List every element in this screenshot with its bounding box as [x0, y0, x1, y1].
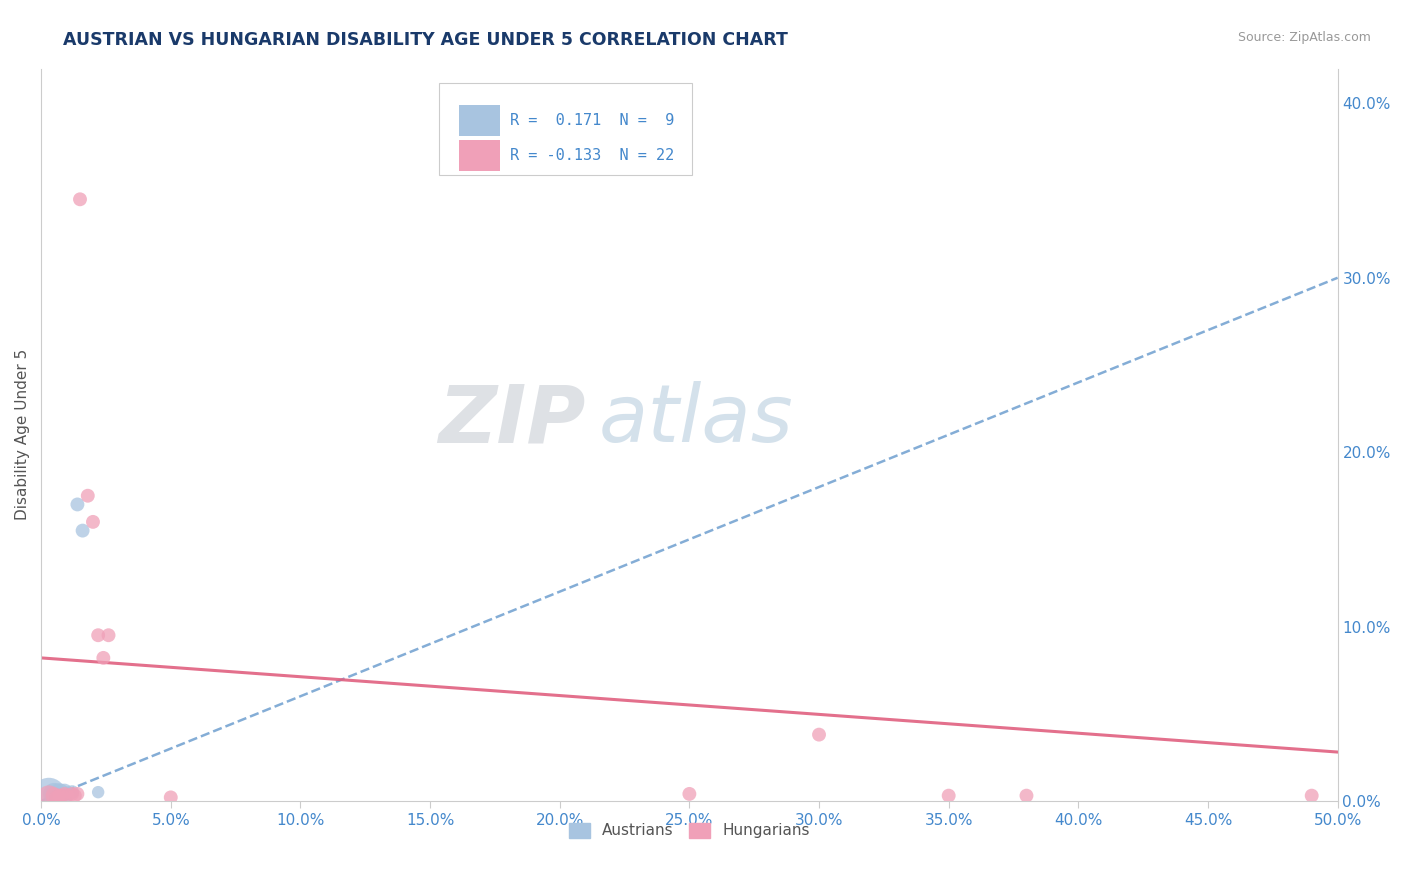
Point [48, 789, 70, 803]
Point [51, 789, 73, 803]
Text: ZIP: ZIP [439, 381, 586, 459]
Text: atlas: atlas [599, 381, 793, 459]
Point [38, 788, 60, 802]
Point [48, 786, 70, 800]
Point [159, 790, 181, 805]
Y-axis label: Disability Age Under 5: Disability Age Under 5 [15, 349, 30, 520]
Point [72, 524, 94, 538]
FancyBboxPatch shape [458, 105, 501, 136]
Legend: Austrians, Hungarians: Austrians, Hungarians [562, 817, 817, 845]
Point [808, 728, 831, 742]
Point [87, 785, 110, 799]
Point [1301, 789, 1323, 803]
FancyBboxPatch shape [458, 140, 501, 171]
Point [56, 787, 79, 801]
Point [56, 789, 79, 803]
Point [69, 192, 91, 206]
Point [678, 787, 700, 801]
Point [97, 628, 120, 642]
Point [45, 790, 67, 805]
Point [938, 789, 960, 803]
Point [60, 785, 83, 799]
Point [66, 498, 89, 512]
FancyBboxPatch shape [439, 83, 692, 175]
Point [66, 787, 89, 801]
Point [93, 651, 115, 665]
Point [82, 515, 104, 529]
Point [63, 789, 86, 803]
Point [42, 789, 65, 803]
Text: R =  0.171  N =  9: R = 0.171 N = 9 [510, 113, 675, 128]
Text: Source: ZipAtlas.com: Source: ZipAtlas.com [1237, 31, 1371, 45]
Point [53, 785, 76, 799]
Point [53, 787, 76, 801]
Point [1015, 789, 1038, 803]
Point [60, 787, 83, 801]
Point [38, 790, 60, 805]
Point [87, 628, 110, 642]
Text: AUSTRIAN VS HUNGARIAN DISABILITY AGE UNDER 5 CORRELATION CHART: AUSTRIAN VS HUNGARIAN DISABILITY AGE UND… [63, 31, 789, 49]
Point [76, 489, 98, 503]
Point [42, 787, 65, 801]
Text: R = -0.133  N = 22: R = -0.133 N = 22 [510, 148, 675, 163]
